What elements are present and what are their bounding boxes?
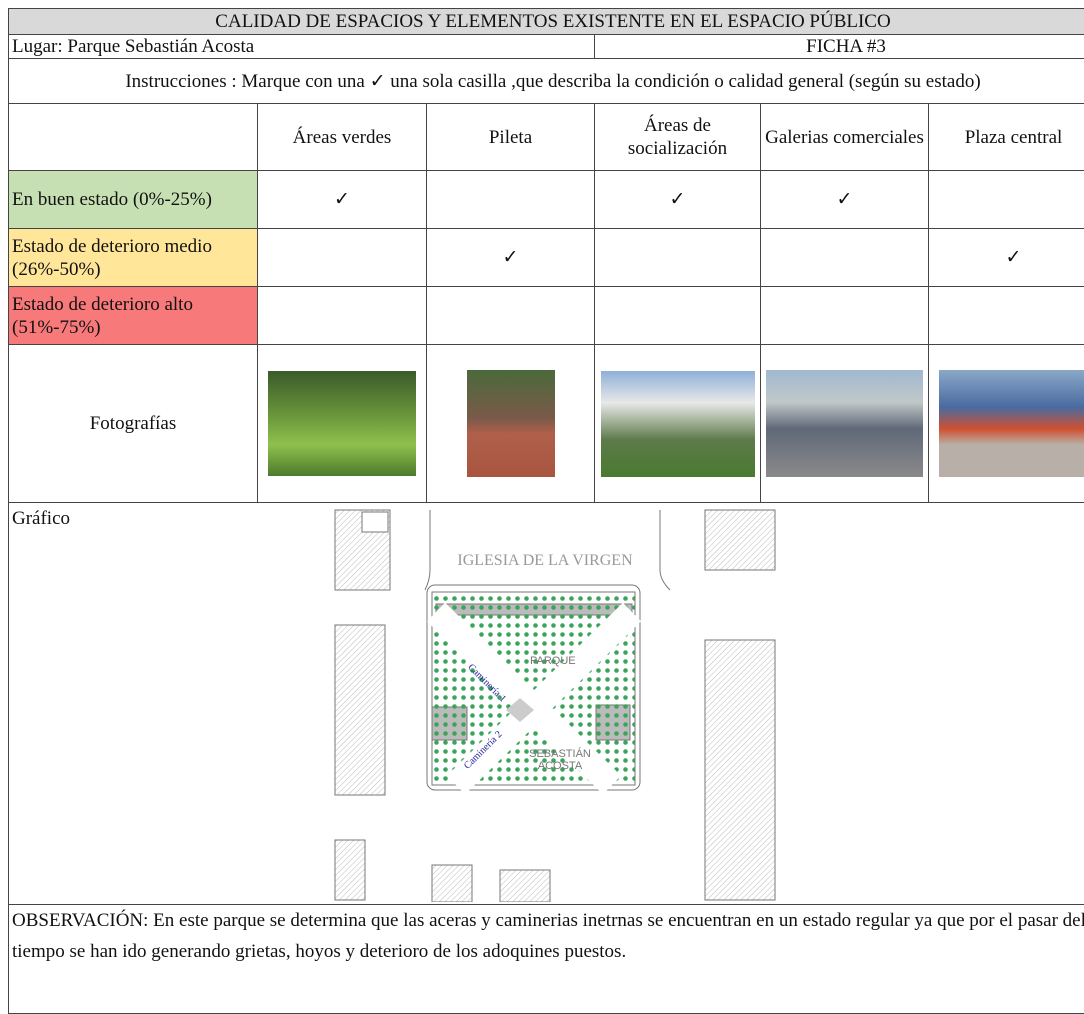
photo — [601, 371, 755, 477]
column-header: Pileta — [426, 103, 595, 171]
place: Lugar: Parque Sebastián Acosta — [8, 34, 595, 59]
header-cell — [8, 103, 258, 171]
sheet: FICHA #3 — [594, 34, 1084, 59]
instructions: Instrucciones : Marque con una ✓ una sol… — [8, 58, 1084, 104]
photo-cell — [928, 344, 1084, 503]
column-header: Áreas verdes — [257, 103, 427, 171]
photo-cell — [760, 344, 929, 503]
check-cell — [928, 286, 1084, 345]
photo — [939, 370, 1084, 477]
check-cell — [594, 286, 761, 345]
map-label: SEBASTIÁN — [529, 747, 591, 760]
photo — [467, 370, 555, 477]
check-cell: ✓ — [426, 228, 595, 287]
check-cell: ✓ — [257, 170, 427, 229]
photo — [268, 371, 416, 476]
column-header: Galerias comerciales — [760, 103, 929, 171]
photo — [766, 370, 923, 477]
map-label: PARQUE — [530, 655, 576, 667]
check-cell: ✓ — [594, 170, 761, 229]
observation: OBSERVACIÓN: En este parque se determina… — [8, 904, 1084, 1014]
map-label: IGLESIA DE LA VIRGEN — [457, 552, 633, 569]
check-cell — [594, 228, 761, 287]
photo-cell — [426, 344, 595, 503]
row-label: Estado de deterioro medio (26%-50%) — [8, 228, 258, 287]
observation-text: OBSERVACIÓN: En este parque se determina… — [12, 905, 1084, 967]
check-cell: ✓ — [928, 228, 1084, 287]
graphic-label: Gráfico — [12, 507, 70, 530]
title: CALIDAD DE ESPACIOS Y ELEMENTOS EXISTENT… — [8, 8, 1084, 35]
row-label: En buen estado (0%-25%) — [8, 170, 258, 229]
check-cell — [760, 286, 929, 345]
check-cell — [426, 286, 595, 345]
check-cell — [928, 170, 1084, 229]
check-cell: ✓ — [760, 170, 929, 229]
photo-cell — [257, 344, 427, 503]
column-header: Áreas de socialización — [594, 103, 761, 171]
check-cell — [257, 286, 427, 345]
column-header: Plaza central — [928, 103, 1084, 171]
check-cell — [760, 228, 929, 287]
check-cell — [257, 228, 427, 287]
map: IGLESIA DE LA VIRGEN PARQUE SEBASTIÁN AC… — [325, 505, 777, 902]
photo-cell — [594, 344, 761, 503]
check-cell — [426, 170, 595, 229]
map-label: ACOSTA — [538, 760, 583, 772]
row-label: Estado de deterioro alto (51%-75%) — [8, 286, 258, 345]
photos-label: Fotografías — [8, 344, 258, 503]
